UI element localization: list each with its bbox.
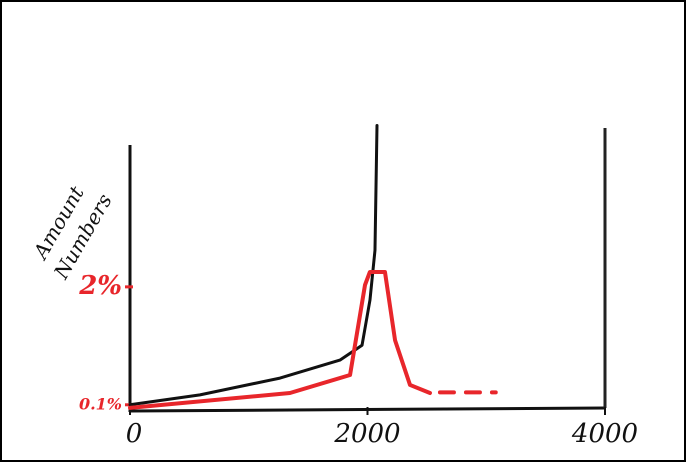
series-line	[128, 269, 432, 410]
x-tick-label: 2000	[333, 419, 400, 449]
y-tick-label: 2%	[78, 271, 122, 301]
x-tick-label: 0	[126, 419, 143, 449]
series-line	[128, 124, 379, 407]
x-tick-label: 4000	[571, 419, 638, 449]
y-tick-label: 0.1%	[79, 394, 122, 413]
